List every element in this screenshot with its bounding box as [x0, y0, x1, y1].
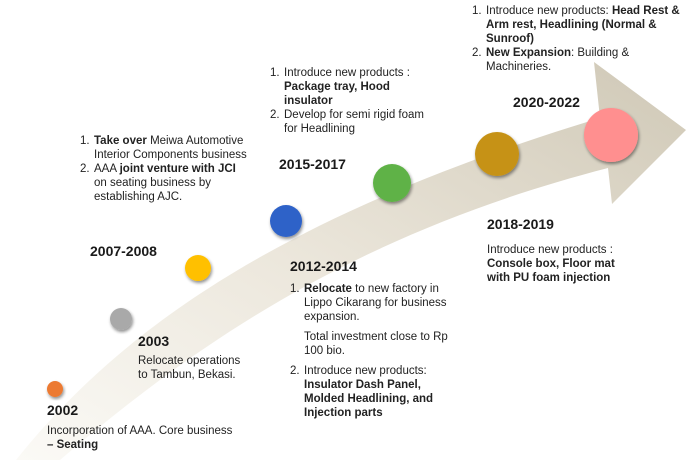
milestone-marker-2020-2022: [584, 108, 638, 162]
desc-2020-2022: 1. Introduce new products: Head Rest & Ar…: [472, 5, 680, 73]
desc-2003: Relocate operations to Tambun, Bekasi.: [138, 355, 241, 381]
year-2002: 2002: [47, 402, 79, 418]
desc-2012-2014: 1. Relocate to new factory in Lippo Cikar…: [290, 283, 448, 419]
year-2020-2022: 2020-2022: [513, 94, 580, 110]
year-2012-2014: 2012-2014: [290, 258, 357, 274]
milestone-marker-2007-2008: [185, 255, 211, 281]
desc-2015-2017: 1. Introduce new products : Package tray,…: [270, 67, 424, 135]
desc-2007-2008: 1. Take over Meiwa Automotive Interior Co…: [80, 135, 247, 203]
year-2003: 2003: [138, 333, 170, 349]
desc-2018-2019: Introduce new products : Console box, Fl…: [487, 244, 615, 284]
milestone-marker-2018-2019: [475, 132, 519, 176]
timeline-arrow: [16, 62, 686, 460]
milestone-marker-2003: [110, 308, 132, 330]
milestone-marker-2002: [47, 381, 63, 397]
year-2007-2008: 2007-2008: [90, 243, 157, 259]
milestone-marker-2012-2014: [270, 205, 302, 237]
year-2018-2019: 2018-2019: [487, 216, 554, 232]
desc-2002: Incorporation of AAA. Core business – Se…: [47, 425, 233, 451]
year-2015-2017: 2015-2017: [279, 156, 346, 172]
milestone-marker-2015-2017: [373, 164, 411, 202]
